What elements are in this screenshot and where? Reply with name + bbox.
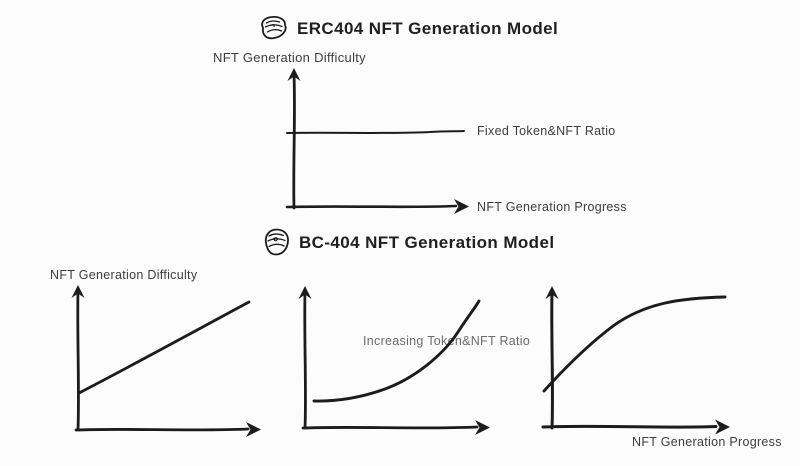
erc404-title-row: ERC404 NFT Generation Model	[256, 13, 558, 44]
logarithmic-curve	[542, 295, 727, 393]
y-axis-arrowhead	[298, 286, 312, 299]
x-axis-arrowhead	[246, 422, 261, 437]
x-axis	[301, 425, 479, 430]
bc404-chart-linear	[71, 285, 261, 437]
y-axis-arrowhead	[71, 285, 85, 298]
erc404-scribble-icon	[261, 15, 287, 40]
bc404-title: BC-404 NFT Generation Model	[299, 232, 555, 252]
x-axis-arrowhead	[475, 420, 490, 435]
bc404-increasing-ratio-annotation: Increasing Token&NFT Ratio	[363, 334, 531, 348]
bc404-x-axis-label: NFT Generation Progress	[632, 435, 782, 449]
erc404-x-axis-label: NFT Generation Progress	[477, 200, 627, 214]
x-axis	[541, 424, 718, 429]
bc404-chart-logarithmic	[541, 286, 730, 435]
erc404-fixed-ratio-label: Fixed Token&NFT Ratio	[477, 124, 616, 138]
linear-line	[77, 300, 251, 395]
fixed-ratio-line	[286, 130, 465, 134]
x-axis	[285, 204, 458, 209]
exponential-curve	[312, 299, 481, 403]
x-axis	[74, 427, 250, 432]
y-axis	[76, 289, 80, 431]
erc404-y-axis-label: NFT Generation Difficulty	[213, 50, 366, 65]
y-axis-arrowhead	[287, 68, 301, 81]
x-axis-arrowhead	[454, 199, 469, 214]
y-axis	[303, 290, 307, 430]
bc404-title-row: BC-404 NFT Generation Model	[260, 226, 554, 259]
erc404-chart	[285, 68, 469, 214]
y-axis-arrowhead	[545, 286, 559, 299]
erc404-title: ERC404 NFT Generation Model	[297, 18, 559, 38]
x-axis-arrowhead	[715, 419, 730, 435]
bc404-scribble-icon	[264, 228, 289, 256]
y-axis	[292, 72, 296, 210]
bc404-chart-exponential	[298, 286, 490, 435]
bc404-y-axis-label: NFT Generation Difficulty	[50, 268, 198, 282]
y-axis	[550, 290, 554, 430]
